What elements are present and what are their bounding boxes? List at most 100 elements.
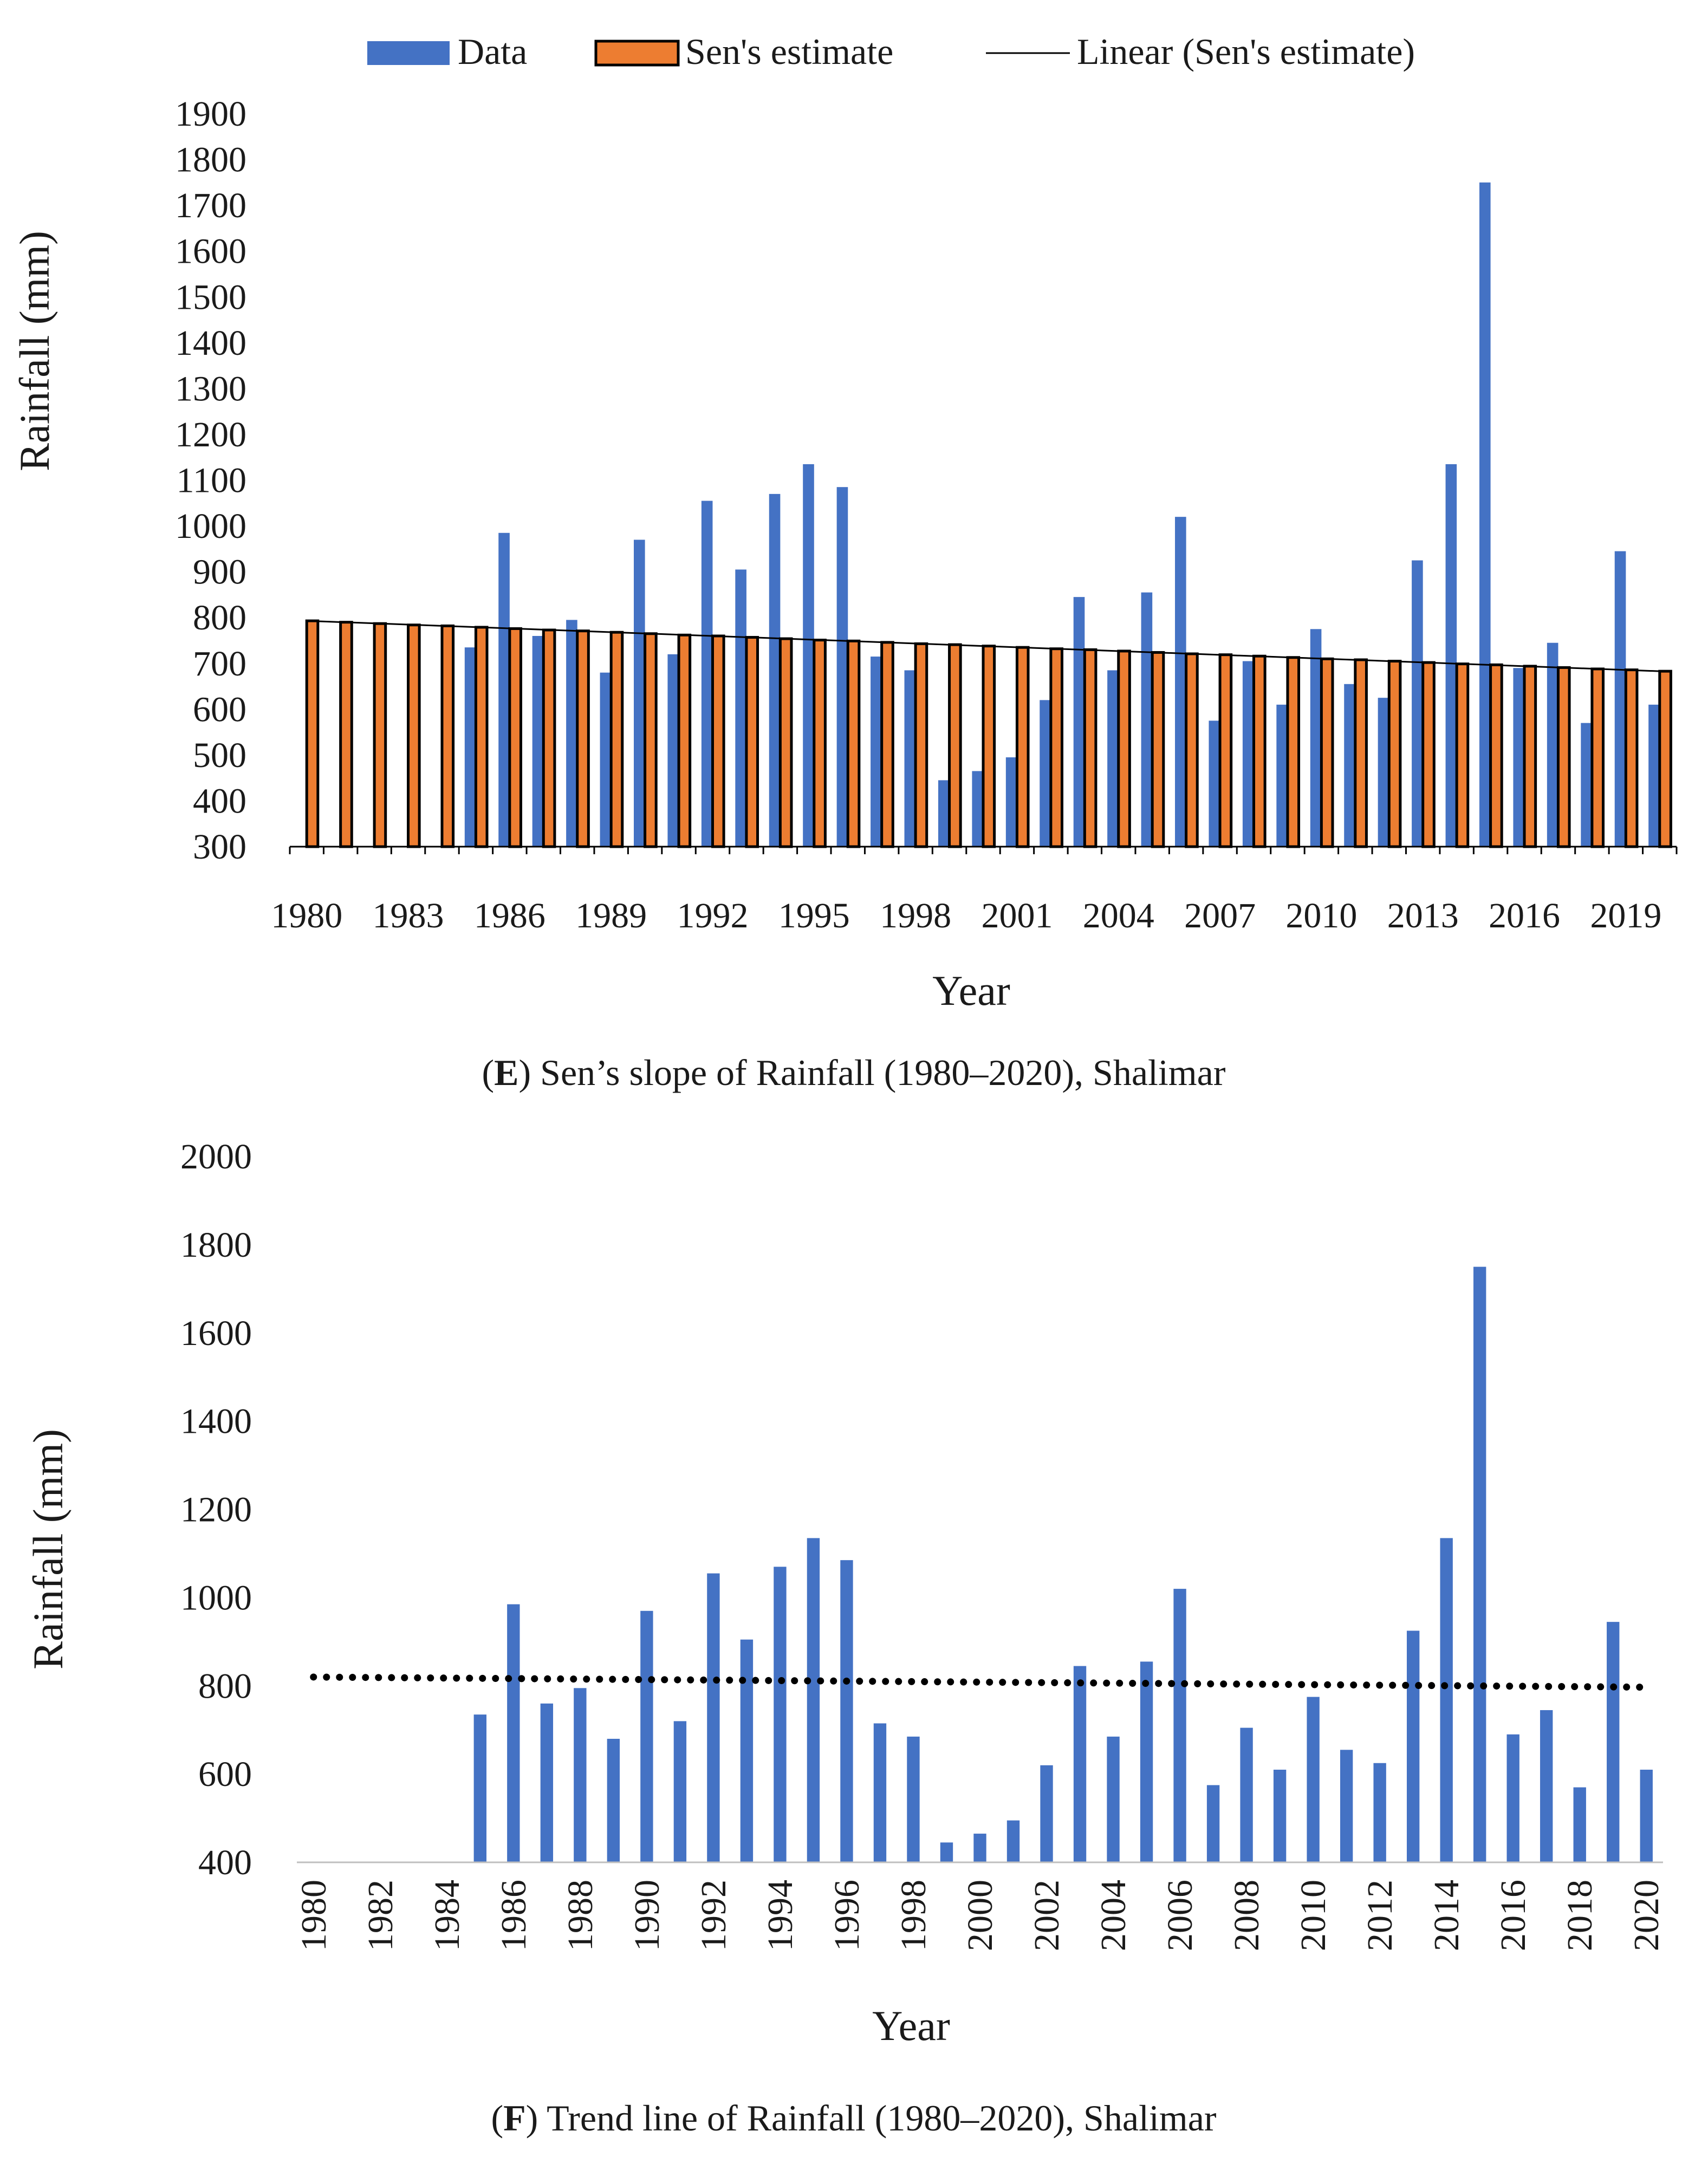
- sens-estimate-bar-1980: [305, 619, 320, 848]
- sens-estimate-bar-2016: [1523, 665, 1537, 848]
- panel-e-x-tick-label: 1998: [880, 896, 951, 935]
- data-bar-2003: [1073, 597, 1085, 847]
- rainfall-bar-2015: [1473, 1266, 1486, 1862]
- sens-estimate-bar-1998: [914, 642, 928, 848]
- rainfall-bar-2011: [1340, 1750, 1353, 1862]
- panel-e-x-tick-label: 2001: [981, 896, 1053, 935]
- rainfall-bar-2004: [1107, 1736, 1120, 1862]
- data-bar-1990: [634, 540, 645, 847]
- panel-e-y-tick-label: 400: [193, 781, 246, 821]
- sens-estimate-bar-1982: [373, 622, 387, 848]
- panel-e-x-ticks: 1980 1983 1986 1989 1992 1995 1998 2001 2004 2007…: [271, 896, 1661, 935]
- panel-e-legend: Data Sen's estimate Linear (Sen's estima…: [367, 31, 1415, 72]
- rainfall-bar-2007: [1206, 1785, 1220, 1862]
- data-bar-2018: [1581, 723, 1592, 847]
- rainfall-bar-1986: [507, 1604, 520, 1862]
- data-bar-2010: [1310, 629, 1322, 847]
- sens-estimate-bar-2009: [1286, 656, 1301, 848]
- sens-estimate-bar-2011: [1354, 658, 1368, 848]
- sens-estimate-bar-1993: [745, 636, 759, 848]
- rainfall-bar-2018: [1573, 1787, 1586, 1862]
- panel-e-y-tick-label: 800: [193, 598, 246, 638]
- data-bar-2015: [1479, 182, 1491, 847]
- panel-e-caption-open: (: [482, 1052, 494, 1093]
- panel-f-y-tick-label: 1200: [180, 1490, 252, 1530]
- panel-f-x-tick-label: 1992: [694, 1880, 733, 1951]
- panel-e-x-tick-label: 1980: [271, 896, 342, 935]
- rainfall-bar-1987: [540, 1703, 554, 1862]
- rainfall-bar-2009: [1273, 1769, 1287, 1862]
- panel-e-y-tick-label: 1200: [175, 415, 246, 454]
- dotted-trend-line: [310, 1673, 1650, 1691]
- data-bar-1996: [836, 487, 848, 847]
- data-bar-2012: [1378, 698, 1389, 847]
- sens-estimate-bar-1997: [880, 641, 894, 848]
- sens-estimate-bar-1990: [644, 632, 658, 848]
- sens-estimate-bar-2010: [1320, 657, 1334, 848]
- rainfall-bar-1994: [774, 1567, 787, 1862]
- panel-f-x-tick-label: 1996: [827, 1880, 867, 1951]
- panel-f-y-axis-title: Rainfall (mm): [24, 1429, 72, 1669]
- rainfall-bar-1992: [707, 1573, 720, 1862]
- panel-e-y-tick-label: 500: [193, 736, 246, 775]
- sens-estimate-bar-2006: [1185, 652, 1199, 848]
- data-bar-2001: [1005, 757, 1017, 847]
- rainfall-bar-2005: [1140, 1661, 1153, 1862]
- sens-estimate-bar-1995: [813, 639, 827, 848]
- panel-e-y-axis-title: Rainfall (mm): [11, 231, 58, 471]
- panel-f-x-tick-label: 2014: [1427, 1880, 1466, 1951]
- sens-estimate-bar-1984: [440, 624, 455, 848]
- rainfall-bar-2020: [1640, 1769, 1653, 1862]
- sens-estimate-bar-1999: [948, 643, 962, 848]
- panel-f-caption-close: ): [526, 2097, 538, 2139]
- panel-f-caption-open: (: [491, 2097, 503, 2139]
- rainfall-bar-1999: [940, 1842, 953, 1862]
- data-bar-1992: [701, 501, 713, 847]
- rainfall-bar-2019: [1607, 1622, 1620, 1862]
- sens-estimate-bar-2004: [1117, 649, 1131, 848]
- rainfall-bar-2002: [1040, 1765, 1053, 1862]
- panel-f-x-tick-label: 2012: [1360, 1880, 1400, 1951]
- panel-e-y-tick-label: 700: [193, 644, 246, 684]
- panel-e-x-tick-label: 1989: [575, 896, 647, 935]
- rainfall-bar-1997: [873, 1723, 887, 1862]
- sens-estimate-bar-1989: [609, 631, 624, 848]
- sens-estimate-bar-1994: [778, 637, 793, 848]
- data-bar-2009: [1276, 704, 1288, 847]
- panel-f-bars: [310, 1266, 1653, 1862]
- panel-f-y-tick-label: 800: [198, 1666, 252, 1706]
- sens-estimate-bar-2019: [1624, 668, 1639, 848]
- sens-estimate-bar-1983: [407, 623, 421, 848]
- panel-f-x-tick-label: 2002: [1027, 1880, 1067, 1951]
- rainfall-bar-2013: [1406, 1630, 1420, 1862]
- data-bar-2000: [972, 771, 983, 847]
- panel-e-y-tick-label: 900: [193, 553, 246, 592]
- sens-estimate-bar-1988: [576, 629, 590, 848]
- rainfall-bar-2003: [1073, 1666, 1087, 1862]
- panel-e-y-tick-label: 300: [193, 827, 246, 867]
- sens-estimate-bar-2018: [1590, 667, 1605, 848]
- legend-label-data: Data: [458, 31, 527, 72]
- panel-e-x-tick-label: 2007: [1184, 896, 1256, 935]
- panel-e-x-tick-label: 1986: [474, 896, 545, 935]
- rainfall-bar-1990: [640, 1610, 653, 1862]
- panel-f-x-tick-label: 2018: [1560, 1880, 1600, 1951]
- panel-f-x-tick-label: 1990: [627, 1880, 667, 1951]
- panel-f-x-tick-label: 2006: [1160, 1880, 1200, 1951]
- panel-f-x-tick-label: 1982: [361, 1880, 400, 1951]
- data-bar-1999: [938, 780, 950, 847]
- panel-e-caption-close: ): [518, 1052, 531, 1093]
- panel-e-x-tick-label: 2013: [1387, 896, 1459, 935]
- panel-f-y-tick-label: 600: [198, 1755, 252, 1794]
- rainfall-bar-2014: [1440, 1538, 1453, 1862]
- rainfall-bar-1996: [840, 1560, 853, 1862]
- data-bar-2016: [1513, 668, 1525, 847]
- rainfall-bar-2017: [1540, 1710, 1553, 1862]
- panel-f-y-tick-label: 400: [198, 1843, 252, 1882]
- rainfall-bar-1998: [907, 1736, 920, 1862]
- panel-f-x-tick-label: 1998: [894, 1880, 933, 1951]
- data-bar-2004: [1107, 670, 1119, 847]
- data-bar-2007: [1209, 720, 1220, 847]
- data-bar-1998: [904, 670, 916, 847]
